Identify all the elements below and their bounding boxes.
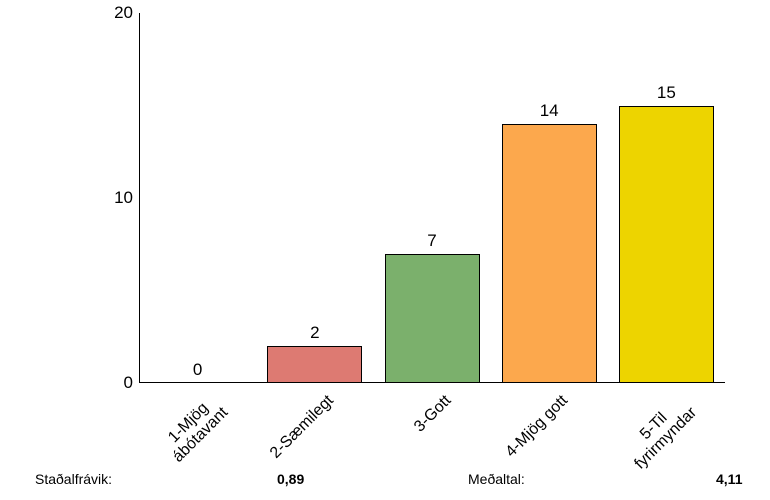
x-axis-label-text: 1-Mjög ábótavant [165,399,232,466]
mean-value: 4,11 [716,471,743,487]
y-axis-tick-label: 0 [123,373,133,392]
x-axis-label-text: 5-Til fyrirmyndar [631,404,701,473]
y-axis-tick-label: 20 [114,3,133,22]
x-axis-label-text: 4-Mjög gott [502,392,572,461]
bar-value-label: 14 [539,101,559,120]
x-axis-label-text: 2-Sæmilegt [266,392,337,462]
bar-value-label: 7 [427,230,437,250]
bar-value-label: 2 [310,323,320,342]
mean-label: Meðaltal: [468,471,525,487]
y-axis-tick-label: 10 [114,188,133,207]
stddev-label: Staðalfrávik: [35,471,113,487]
x-axis-label-text: 3-Gott [410,392,455,436]
bar [618,105,714,383]
stddev-value: 0,89 [277,471,305,487]
bar [501,124,597,383]
bar-value-label: 0 [192,360,203,379]
bar [267,346,363,383]
bar-value-label: 15 [656,82,676,102]
bar [384,253,480,383]
